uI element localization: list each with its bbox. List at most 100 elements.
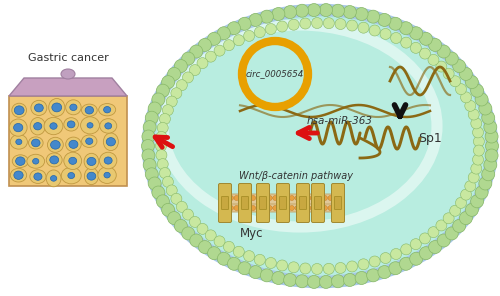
Circle shape [182, 72, 194, 83]
Circle shape [443, 68, 454, 79]
Circle shape [466, 203, 478, 216]
Circle shape [380, 252, 391, 263]
FancyBboxPatch shape [276, 184, 289, 223]
FancyBboxPatch shape [238, 184, 252, 223]
Circle shape [358, 22, 369, 33]
Ellipse shape [14, 171, 23, 179]
Ellipse shape [98, 104, 116, 116]
Circle shape [234, 35, 244, 46]
Circle shape [168, 212, 180, 225]
FancyBboxPatch shape [334, 197, 342, 210]
Circle shape [324, 263, 334, 274]
Ellipse shape [48, 137, 64, 152]
Ellipse shape [64, 118, 78, 131]
Circle shape [249, 266, 262, 279]
Circle shape [312, 205, 316, 210]
Circle shape [452, 219, 466, 232]
Circle shape [146, 111, 158, 124]
Circle shape [474, 136, 484, 147]
Circle shape [182, 52, 194, 65]
FancyBboxPatch shape [256, 184, 270, 223]
Circle shape [288, 19, 299, 30]
Circle shape [456, 197, 466, 208]
Circle shape [470, 195, 484, 208]
Ellipse shape [34, 173, 42, 180]
Circle shape [267, 205, 272, 210]
Circle shape [378, 13, 391, 26]
Circle shape [460, 92, 471, 103]
Circle shape [256, 195, 261, 200]
Circle shape [346, 261, 358, 272]
Circle shape [272, 195, 278, 200]
Circle shape [190, 65, 200, 75]
Circle shape [142, 139, 154, 152]
Ellipse shape [104, 172, 110, 178]
Ellipse shape [66, 137, 81, 152]
Circle shape [228, 257, 240, 270]
Ellipse shape [84, 168, 98, 185]
Circle shape [420, 48, 430, 59]
Circle shape [482, 111, 494, 124]
Circle shape [436, 220, 447, 231]
Circle shape [312, 195, 316, 200]
FancyBboxPatch shape [280, 197, 286, 210]
Circle shape [238, 262, 251, 275]
Circle shape [308, 275, 320, 288]
Circle shape [190, 216, 200, 227]
FancyBboxPatch shape [312, 184, 324, 223]
Circle shape [485, 149, 498, 162]
Circle shape [190, 45, 203, 58]
Circle shape [290, 195, 294, 200]
Circle shape [240, 205, 244, 210]
Circle shape [162, 203, 174, 216]
Ellipse shape [104, 107, 110, 113]
Ellipse shape [70, 104, 77, 110]
Ellipse shape [50, 123, 57, 129]
Circle shape [152, 186, 165, 199]
Circle shape [160, 168, 170, 178]
Circle shape [240, 195, 244, 200]
Circle shape [322, 195, 328, 200]
Circle shape [344, 274, 356, 287]
Circle shape [223, 205, 228, 210]
Ellipse shape [32, 139, 40, 147]
Circle shape [228, 195, 234, 200]
Circle shape [366, 269, 380, 282]
Ellipse shape [80, 117, 100, 134]
Circle shape [223, 195, 228, 200]
Circle shape [410, 252, 422, 265]
Text: Myc: Myc [240, 226, 264, 239]
Circle shape [400, 37, 411, 48]
Circle shape [485, 130, 498, 143]
Circle shape [355, 7, 368, 20]
Circle shape [284, 205, 289, 210]
Circle shape [322, 205, 328, 210]
Circle shape [143, 158, 156, 171]
Circle shape [290, 205, 294, 210]
Circle shape [475, 186, 488, 199]
Ellipse shape [62, 167, 81, 184]
Circle shape [142, 130, 155, 143]
Circle shape [260, 269, 274, 282]
Circle shape [171, 193, 182, 204]
Ellipse shape [50, 156, 58, 164]
Circle shape [157, 159, 168, 170]
Circle shape [284, 6, 296, 19]
Ellipse shape [32, 158, 39, 164]
Circle shape [162, 105, 173, 116]
Circle shape [468, 172, 479, 183]
Circle shape [176, 201, 188, 212]
Circle shape [465, 181, 476, 192]
Ellipse shape [12, 155, 28, 168]
Circle shape [245, 195, 250, 200]
Circle shape [306, 195, 311, 200]
Circle shape [244, 251, 254, 262]
Circle shape [234, 246, 244, 257]
Circle shape [324, 18, 334, 29]
Circle shape [452, 59, 466, 73]
Circle shape [456, 84, 466, 95]
Circle shape [446, 227, 458, 240]
FancyBboxPatch shape [332, 184, 344, 223]
Ellipse shape [46, 170, 61, 187]
Circle shape [198, 241, 211, 254]
